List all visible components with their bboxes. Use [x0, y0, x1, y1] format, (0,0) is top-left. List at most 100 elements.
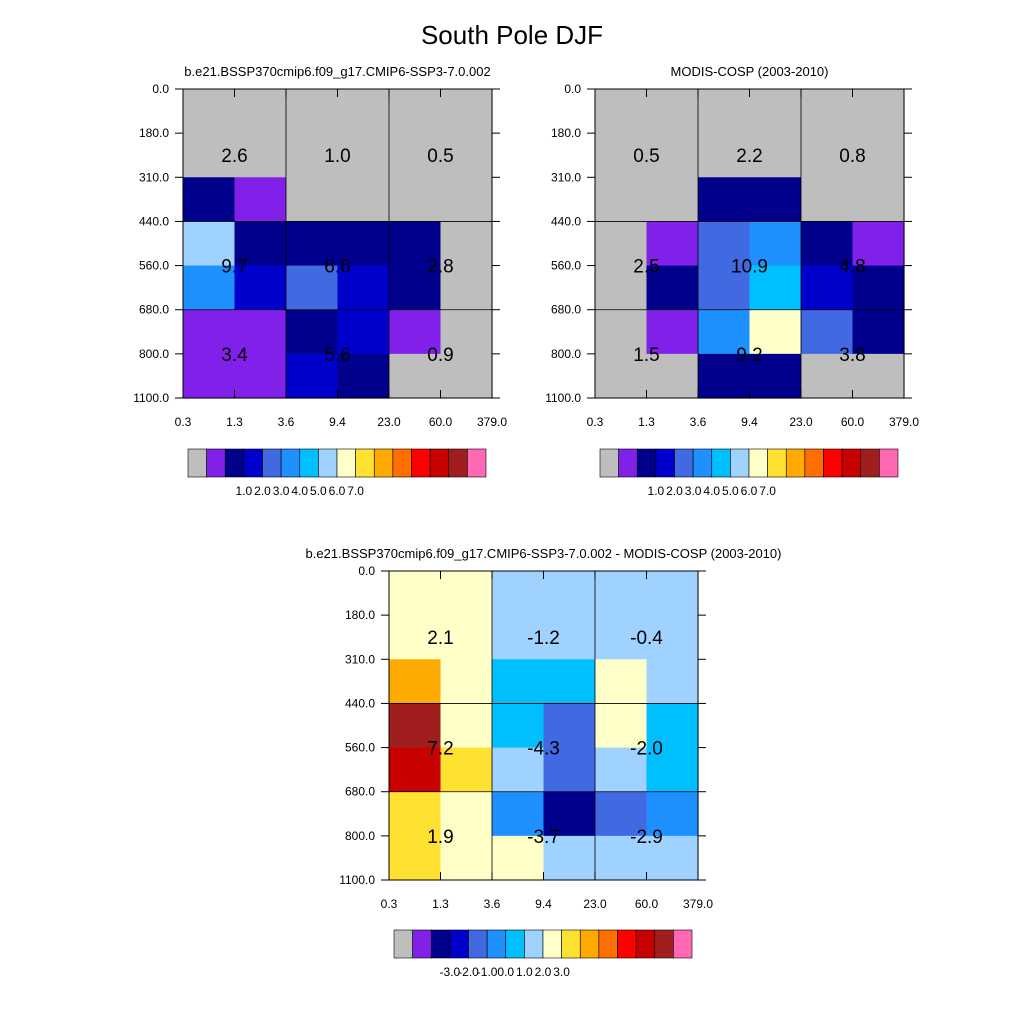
panel-model: b.e21.BSSP370cmip6.f09_g17.CMIP6-SSP3-7.…: [133, 64, 507, 498]
heatmap-cell: [749, 309, 802, 355]
heatmap-cell: [183, 353, 236, 399]
heatmap-cell: [337, 309, 390, 355]
x-tick-label: 1.3: [226, 415, 243, 429]
heatmap-cell: [183, 133, 236, 178]
box-value-label: 5.6: [324, 345, 350, 366]
x-tick-label: 1.3: [638, 415, 655, 429]
colorbar-swatch: [449, 929, 469, 959]
box-value-label: 1.9: [427, 827, 453, 848]
colorbar-swatch: [654, 929, 674, 959]
colorbar-swatch: [411, 448, 431, 478]
colorbar-swatch: [412, 929, 432, 959]
heatmap-cell: [698, 309, 751, 355]
x-tick-label: 23.0: [377, 415, 401, 429]
colorbar-label: 7.0: [759, 484, 776, 498]
colorbar-swatch: [618, 448, 638, 478]
panel-modis-cosp: MODIS-COSP (2003-2010) 0.3 1.3 3.6 9.4 23.0 60…: [545, 64, 919, 498]
heatmap-cell: [852, 89, 905, 134]
box-value-label: 0.9: [427, 345, 453, 366]
heatmap-cell: [286, 309, 339, 355]
heatmap-cell: [749, 133, 802, 178]
x-tick-label: 23.0: [789, 415, 813, 429]
heatmap-cell: [440, 835, 493, 881]
heatmap-cell: [286, 265, 339, 311]
colorbar-swatch: [448, 448, 468, 478]
y-tick-label: 560.0: [139, 259, 169, 273]
box-value-label: 1.5: [633, 345, 659, 366]
heatmap-cell: [234, 177, 287, 223]
heatmap-cell: [698, 133, 751, 178]
heatmap-cell: [389, 747, 442, 793]
colorbar-swatch: [468, 929, 488, 959]
heatmap-cell: [646, 659, 699, 705]
heatmap-cell: [595, 615, 648, 660]
heatmap-cell: [440, 571, 493, 616]
heatmap-cell: [440, 747, 493, 793]
heatmap-cell: [698, 265, 751, 311]
heatmap-cell: [389, 615, 442, 660]
heatmap-cell: [646, 747, 699, 793]
panel-title: b.e21.BSSP370cmip6.f09_g17.CMIP6-SSP3-7.…: [184, 64, 490, 79]
colorbar-swatch: [467, 448, 487, 478]
y-tick-label: 310.0: [139, 170, 169, 184]
colorbar-swatch: [635, 929, 656, 959]
colorbar-label: -3.0: [440, 965, 461, 979]
colorbar-swatch: [823, 448, 843, 478]
colorbar-swatch: [879, 448, 899, 478]
heatmap-cell: [337, 89, 390, 134]
colorbar-swatch: [617, 929, 637, 959]
y-tick-label: 180.0: [551, 126, 581, 140]
x-tick-label: 3.6: [690, 415, 707, 429]
colorbar-label: 4.0: [703, 484, 720, 498]
heatmap-cell: [646, 571, 699, 616]
heatmap-cell: [183, 265, 236, 311]
box-value-label: -2.0: [630, 739, 663, 760]
colorbar-swatch: [299, 448, 319, 478]
colorbar-label: 7.0: [347, 484, 364, 498]
heatmap-cell: [286, 89, 339, 134]
y-tick-label: 1100.0: [133, 391, 169, 405]
heatmap-cell: [286, 177, 339, 223]
colorbar-label: 5.0: [722, 484, 739, 498]
y-tick-label: 680.0: [345, 785, 375, 799]
y-tick-label: 180.0: [345, 608, 375, 622]
box-value-label: 2.1: [427, 628, 453, 649]
colorbar-label: 1.0: [648, 484, 665, 498]
box-value-label: 10.9: [731, 257, 768, 278]
box-value-label: 9.2: [736, 345, 762, 366]
heatmap-cell: [749, 353, 802, 399]
colorbar-swatch: [841, 448, 862, 478]
box-value-label: -0.4: [630, 628, 663, 649]
heatmap-cell: [852, 177, 905, 223]
heatmap-cell: [543, 703, 596, 749]
heatmap-cell: [492, 659, 545, 705]
heatmap-cell: [440, 353, 493, 399]
colorbar-swatch: [318, 448, 338, 478]
colorbar-label: -1.0: [477, 965, 498, 979]
heatmap-cell: [183, 221, 236, 267]
heatmap-cell: [389, 221, 442, 267]
x-tick-label: 379.0: [477, 415, 507, 429]
heatmap-cell: [389, 309, 442, 355]
colorbar-swatch: [599, 448, 619, 478]
heatmap-cell: [543, 835, 596, 881]
box-value-label: -4.3: [527, 739, 560, 760]
colorbar-swatch: [673, 929, 693, 959]
colorbar-swatch: [730, 448, 750, 478]
heatmap-cell: [595, 89, 648, 134]
y-tick-label: 440.0: [551, 214, 581, 228]
x-tick-label: 1.3: [432, 897, 449, 911]
colorbar-swatch: [355, 448, 375, 478]
heatmap-cell: [543, 747, 596, 793]
colorbar-swatch: [336, 448, 356, 478]
colorbar-swatch: [711, 448, 731, 478]
heatmap-cell: [698, 221, 751, 267]
box-value-label: 1.0: [324, 146, 350, 167]
colorbar-swatch: [429, 448, 450, 478]
heatmap-cell: [234, 221, 287, 267]
heatmap-cell: [183, 309, 236, 355]
heatmap-cell: [595, 747, 648, 793]
heatmap-cell: [595, 353, 648, 399]
colorbar-swatch: [692, 448, 713, 478]
heatmap-cell: [389, 703, 442, 749]
